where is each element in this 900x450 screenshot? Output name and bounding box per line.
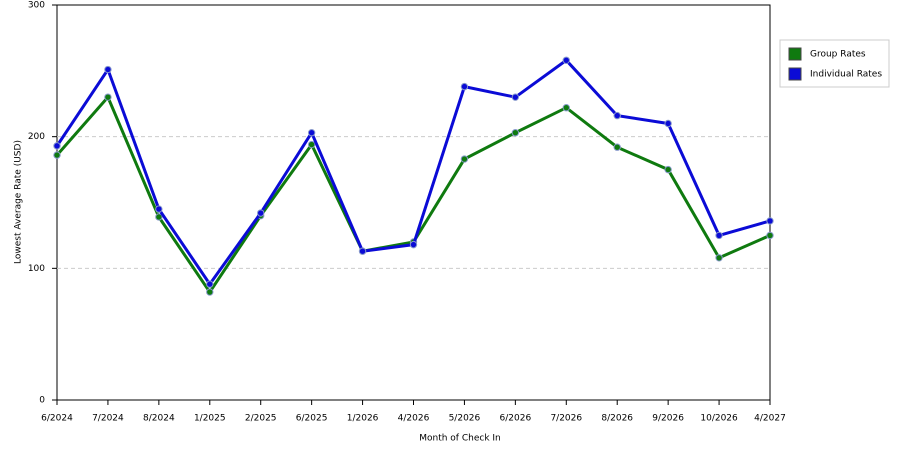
series-line (55, 94, 771, 295)
point (613, 111, 621, 120)
series-line (55, 58, 771, 287)
point (257, 209, 265, 217)
point (613, 143, 621, 151)
point (206, 288, 214, 296)
x-tick-label: 7/2026 (550, 414, 582, 424)
point (104, 93, 112, 101)
x-tick-label: 6/2025 (296, 414, 328, 424)
x-tick-label: 1/2026 (347, 414, 379, 424)
x-tick-label: 8/2024 (143, 414, 175, 424)
point (766, 231, 774, 240)
point (358, 247, 367, 255)
point (307, 140, 316, 149)
point (511, 129, 520, 137)
x-tick-label: 4/2027 (754, 414, 786, 424)
point (715, 231, 723, 240)
y-axis-label: Lowest Average Rate (USD) (14, 140, 24, 264)
legend-swatch (788, 47, 802, 61)
point (409, 240, 418, 249)
point (53, 151, 61, 159)
point (766, 217, 774, 225)
x-tick-label: 2/2025 (245, 414, 277, 424)
x-tick-label: 1/2025 (194, 414, 226, 424)
point (307, 129, 316, 137)
point (562, 56, 570, 64)
y-tick-label: 300 (28, 1, 45, 11)
point (664, 119, 672, 128)
point (460, 155, 469, 163)
point (511, 93, 520, 101)
x-tick-label: 6/2026 (500, 414, 532, 424)
point (155, 205, 163, 213)
y-tick-label: 0 (39, 396, 45, 406)
x-tick-label: 5/2026 (449, 414, 481, 424)
point (53, 142, 61, 150)
point (562, 104, 570, 112)
legend-label: Individual Rates (810, 70, 882, 80)
plot-area (56, 4, 771, 401)
point (715, 254, 723, 262)
x-tick-label: 4/2026 (398, 414, 430, 424)
y-tick-label: 100 (28, 264, 45, 274)
point (460, 82, 469, 91)
point (206, 280, 214, 288)
point (155, 213, 163, 221)
legend-swatch (788, 67, 802, 81)
x-tick-label: 10/2026 (700, 414, 738, 424)
legend-label: Group Rates (810, 50, 866, 60)
point (104, 65, 112, 74)
x-tick-label: 7/2024 (92, 414, 124, 424)
y-tick-label: 200 (28, 132, 45, 142)
point (664, 165, 672, 174)
x-tick-label: 6/2024 (41, 414, 73, 424)
x-tick-label: 8/2026 (601, 414, 633, 424)
x-tick-label: 9/2026 (652, 414, 684, 424)
x-axis-label: Month of Check In (419, 434, 501, 444)
